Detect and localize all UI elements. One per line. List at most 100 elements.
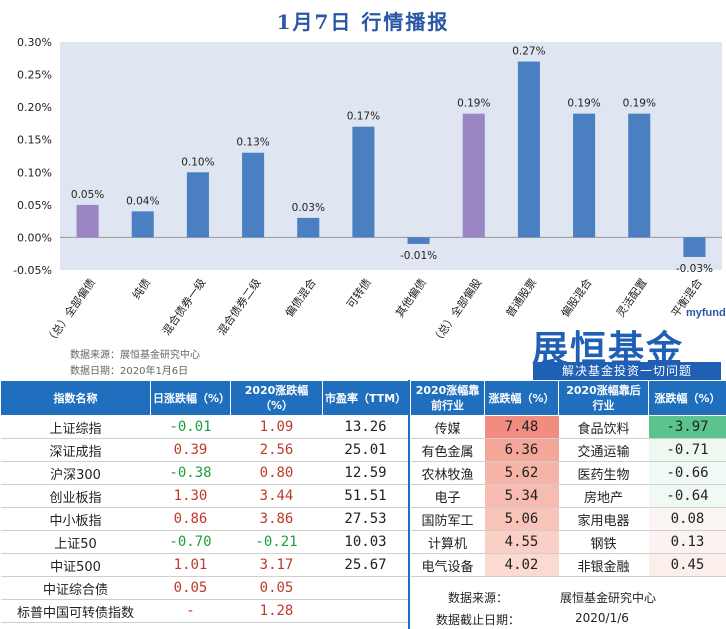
bar	[186, 172, 209, 238]
bottom-industry: 房地产	[558, 484, 649, 508]
bottom-industry: 食品饮料	[558, 415, 649, 439]
plot-background	[60, 42, 722, 270]
bar	[242, 152, 265, 238]
x-tick-label: 混合债券二级	[214, 276, 263, 338]
chart-date: 数据日期：2020年1月6日	[70, 366, 189, 377]
index-name: 中证综合债	[0, 576, 151, 600]
page-title: 1月7日 行情播报	[276, 10, 450, 34]
bottom-change: 0.45	[648, 553, 726, 577]
bar	[573, 113, 596, 238]
footer-source-label: 数据来源：	[448, 591, 509, 605]
table-row: 创业板指 1.30 3.44 51.51	[0, 484, 409, 508]
top-industry: 国防军工	[410, 507, 485, 531]
col-header-bottom-industry: 2020涨幅靠后行业	[558, 380, 649, 416]
index-name: 标普中国可转债指数	[0, 599, 151, 623]
bottom-change: 0.13	[648, 530, 726, 554]
table-row: 电气设备 4.02 非银金融 0.45	[410, 553, 726, 577]
data-label: 0.10%	[181, 156, 214, 168]
pe-value: 51.51	[322, 484, 409, 508]
chart-area: -0.05% 0.00% 0.05% 0.10% 0.15% 0.20% 0.25% 0.30…	[0, 36, 726, 376]
x-tick-label: 纯债	[129, 276, 153, 302]
top-industry: 计算机	[410, 530, 485, 554]
table-row: 中证综合债 0.05 0.05	[0, 576, 409, 600]
x-tick-label: 偏股混合	[558, 276, 595, 320]
col-header-top-change: 涨跌幅（%）	[484, 380, 559, 416]
col-header-pe: 市盈率（TTM）	[322, 380, 409, 416]
ytd-change: 3.86	[230, 507, 323, 531]
col-header-index-name: 指数名称	[0, 380, 151, 416]
table-row: 上证50 -0.70 -0.21 10.03	[0, 530, 409, 554]
bottom-change: -3.97	[648, 415, 726, 439]
data-label: 0.19%	[567, 98, 600, 110]
table-row: 上证综指 -0.01 1.09 13.26	[0, 415, 409, 439]
col-header-ytd-change: 2020涨跌幅（%）	[230, 380, 323, 416]
top-change: 5.62	[484, 461, 559, 485]
data-label: 0.05%	[71, 189, 104, 201]
top-change: 4.55	[484, 530, 559, 554]
pe-value: 10.03	[322, 530, 409, 554]
footer-source-value: 展恒基金研究中心	[560, 591, 657, 605]
day-change: 0.86	[150, 507, 231, 531]
pe-value	[322, 576, 409, 600]
data-label: 0.19%	[457, 98, 490, 110]
x-tick-label: 灵活配置	[614, 276, 650, 319]
logo-en: myfund	[686, 307, 726, 319]
ytd-change: -0.21	[230, 530, 323, 554]
top-industry: 电气设备	[410, 553, 485, 577]
pe-value: 12.59	[322, 461, 409, 485]
table-row: 中小板指 0.86 3.86 27.53	[0, 507, 409, 531]
ytd-change: 0.05	[230, 576, 323, 600]
x-tick-label: 混合债券一级	[159, 276, 208, 338]
bottom-industry: 钢铁	[558, 530, 649, 554]
logo-slogan: 解决基金投资一切问题	[533, 362, 721, 380]
ytd-change: 2.56	[230, 438, 323, 462]
top-change: 7.48	[484, 415, 559, 439]
top-industry: 有色金属	[410, 438, 485, 462]
index-name: 沪深300	[0, 461, 151, 485]
x-tick-label: 可转债	[343, 276, 373, 311]
y-tick-label: 0.25%	[17, 69, 52, 82]
y-tick-label: 0.20%	[17, 101, 52, 114]
table-row: 电子 5.34 房地产 -0.64	[410, 484, 726, 508]
day-change: -	[150, 599, 231, 623]
top-change: 5.34	[484, 484, 559, 508]
index-name: 创业板指	[0, 484, 151, 508]
data-label: -0.03%	[676, 263, 713, 275]
table-divider	[408, 380, 410, 629]
ytd-change: 1.28	[230, 599, 323, 623]
table-row: 沪深300 -0.38 0.80 12.59	[0, 461, 409, 485]
index-name: 上证综指	[0, 415, 151, 439]
table-row: 农林牧渔 5.62 医药生物 -0.66	[410, 461, 726, 485]
col-header-day-change: 日涨跌幅（%）	[150, 380, 231, 416]
bottom-industry: 家用电器	[558, 507, 649, 531]
day-change: 1.01	[150, 553, 231, 577]
bottom-industry: 非银金融	[558, 553, 649, 577]
bar	[517, 61, 540, 238]
title-band: 1月7日 行情播报	[0, 0, 726, 36]
index-name: 深证成指	[0, 438, 151, 462]
pe-value: 27.53	[322, 507, 409, 531]
top-industry: 电子	[410, 484, 485, 508]
bar	[131, 211, 154, 238]
footer-date-value: 2020/1/6	[575, 611, 629, 625]
top-change: 5.06	[484, 507, 559, 531]
bar	[683, 237, 706, 257]
x-tick-label: （总）全部偏债	[42, 276, 98, 347]
day-change: -0.38	[150, 461, 231, 485]
ytd-change: 3.44	[230, 484, 323, 508]
ytd-change: 3.17	[230, 553, 323, 577]
bottom-change: 0.08	[648, 507, 726, 531]
y-tick-label: 0.15%	[17, 134, 52, 147]
day-change: 1.30	[150, 484, 231, 508]
data-label: 0.03%	[292, 202, 325, 214]
industry-table: 2020涨幅靠前行业 涨跌幅（%） 2020涨幅靠后行业 涨跌幅（%） 传媒 7.…	[410, 380, 726, 577]
y-tick-label: 0.30%	[17, 36, 52, 49]
bottom-change: -0.66	[648, 461, 726, 485]
data-label: 0.17%	[347, 111, 380, 123]
top-industry: 传媒	[410, 415, 485, 439]
day-change: 0.39	[150, 438, 231, 462]
day-change: -0.70	[150, 530, 231, 554]
x-tick-label: （总）全部偏股	[429, 276, 485, 347]
index-name: 中证500	[0, 553, 151, 577]
data-label: 0.04%	[126, 195, 159, 207]
